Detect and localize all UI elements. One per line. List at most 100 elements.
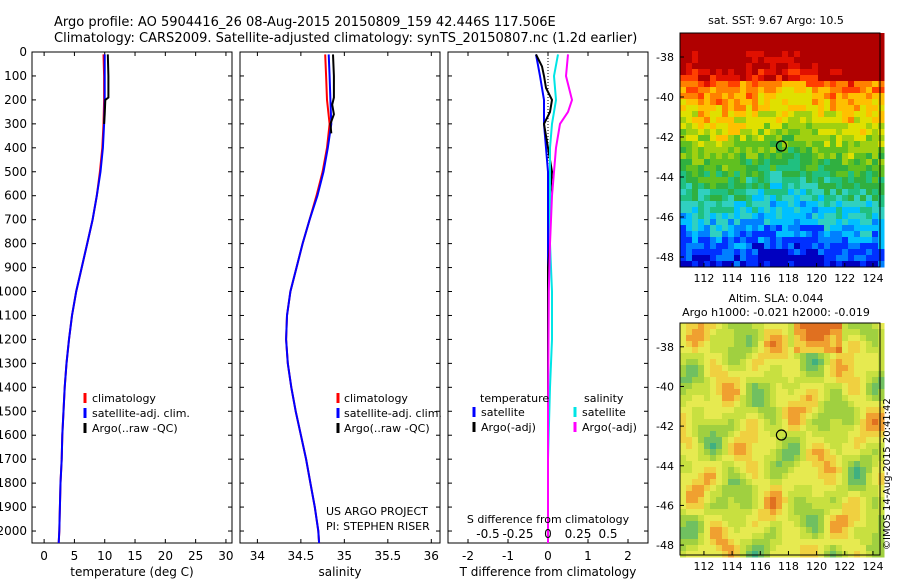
map-cell <box>710 437 717 444</box>
map-cell <box>824 147 831 154</box>
map-cell <box>746 449 753 456</box>
map-cell <box>806 449 813 456</box>
map-cell <box>842 51 849 58</box>
map-cell <box>680 171 687 178</box>
map-cell <box>812 515 819 522</box>
map-cell <box>788 231 795 238</box>
map-cell <box>776 57 783 64</box>
map-cell <box>806 231 813 238</box>
map-cell <box>824 87 831 94</box>
map-cell <box>686 365 693 372</box>
map-cell <box>698 335 705 342</box>
map-cell <box>716 111 723 118</box>
map-cell <box>860 225 867 232</box>
map-cell <box>758 111 765 118</box>
map-cell <box>854 347 861 354</box>
map-cell <box>692 219 699 226</box>
map-cell <box>866 359 873 366</box>
map-cell <box>758 213 765 220</box>
map-cell <box>794 201 801 208</box>
map-cell <box>824 75 831 82</box>
map-cell <box>680 455 687 462</box>
map-cell <box>842 437 849 444</box>
map-cell <box>722 503 729 510</box>
map-cell <box>692 365 699 372</box>
map-cell <box>680 117 687 124</box>
map-cell <box>800 153 807 160</box>
map-cell <box>788 551 795 558</box>
map-cell <box>758 153 765 160</box>
map-cell <box>722 165 729 172</box>
map-cell <box>794 177 801 184</box>
map-cell <box>794 87 801 94</box>
map-cell <box>854 111 861 118</box>
map-cell <box>818 347 825 354</box>
map-cell <box>836 449 843 456</box>
map-cell <box>722 365 729 372</box>
map-cell <box>842 225 849 232</box>
map-cell <box>800 335 807 342</box>
map-cell <box>734 347 741 354</box>
map-cell <box>782 479 789 486</box>
header-line-1: Argo profile: AO 5904416_26 08-Aug-2015 … <box>54 15 556 30</box>
map-cell <box>872 419 879 426</box>
map-cell <box>794 159 801 166</box>
map-cell <box>746 455 753 462</box>
map-cell <box>848 395 855 402</box>
map-cell <box>686 419 693 426</box>
map-cell <box>686 353 693 360</box>
map-cell <box>800 201 807 208</box>
map-cell <box>746 159 753 166</box>
map-cell <box>752 491 759 498</box>
map-cell <box>758 105 765 112</box>
map-cell <box>698 515 705 522</box>
map-cell <box>836 323 843 330</box>
map-cell <box>758 329 765 336</box>
map-cell <box>776 497 783 504</box>
map-cell <box>680 99 687 106</box>
x-tick-label: 35.5 <box>374 549 401 563</box>
map-cell <box>728 171 735 178</box>
map-cell <box>758 117 765 124</box>
map-cell <box>860 141 867 148</box>
map-cell <box>716 69 723 76</box>
map-cell <box>758 473 765 480</box>
map-cell <box>686 111 693 118</box>
map-cell <box>752 195 759 202</box>
map-cell <box>830 323 837 330</box>
map-cell <box>818 365 825 372</box>
map-cell <box>722 105 729 112</box>
map-cell <box>812 135 819 142</box>
map-cell <box>812 425 819 432</box>
map-cell <box>866 141 873 148</box>
map-cell <box>860 425 867 432</box>
map-cell <box>806 87 813 94</box>
map-cell <box>734 521 741 528</box>
map-cell <box>770 485 777 492</box>
map-cell <box>728 413 735 420</box>
map-cell <box>812 431 819 438</box>
map-cell <box>770 419 777 426</box>
map-cell <box>812 75 819 82</box>
map-cell <box>746 189 753 196</box>
map-cell <box>806 389 813 396</box>
map-cell <box>716 105 723 112</box>
map-cell <box>704 437 711 444</box>
map-cell <box>866 51 873 58</box>
map-cell <box>764 165 771 172</box>
map-cell <box>830 207 837 214</box>
map-cell <box>716 219 723 226</box>
map-cell <box>716 479 723 486</box>
map-cell <box>704 335 711 342</box>
map-cell <box>680 93 687 100</box>
x-tick-label: 114 <box>722 272 743 285</box>
map-cell <box>842 449 849 456</box>
map-cell <box>842 213 849 220</box>
series-line-satelliteadjclim <box>285 54 333 544</box>
map-cell <box>776 39 783 46</box>
map-cell <box>866 365 873 372</box>
map-cell <box>686 33 693 40</box>
map-cell <box>866 407 873 414</box>
map-cell <box>812 485 819 492</box>
map-cell <box>872 243 879 250</box>
